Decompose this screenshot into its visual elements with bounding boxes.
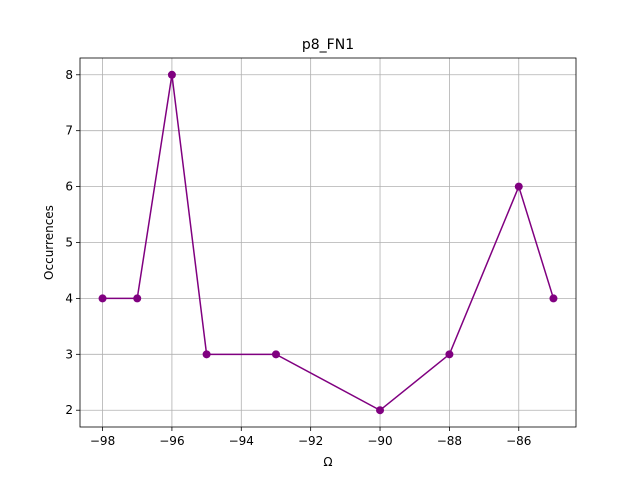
y-axis-label: Occurrences xyxy=(42,205,56,280)
data-point xyxy=(376,406,385,415)
x-tick-label: −86 xyxy=(506,434,531,448)
data-point xyxy=(445,350,454,359)
data-point xyxy=(133,294,142,303)
y-tick-label: 7 xyxy=(65,124,73,138)
y-tick-label: 3 xyxy=(65,347,73,361)
y-tick-label: 6 xyxy=(65,180,73,194)
x-tick-label: −98 xyxy=(90,434,115,448)
data-point xyxy=(514,182,523,191)
y-tick-label: 2 xyxy=(65,403,73,417)
axis-ticks: −98 −96 −94 −92 −90 −88 −86 2 3 4 5 6 7 8 xyxy=(65,68,531,448)
y-tick-label: 8 xyxy=(65,68,73,82)
x-tick-label: −96 xyxy=(159,434,184,448)
x-tick-label: −88 xyxy=(437,434,462,448)
x-tick-label: −94 xyxy=(229,434,254,448)
x-tick-label: −92 xyxy=(298,434,323,448)
y-tick-label: 4 xyxy=(65,291,73,305)
grid-lines xyxy=(80,58,576,427)
x-tick-label: −90 xyxy=(367,434,392,448)
data-point xyxy=(167,70,176,79)
data-point xyxy=(98,294,107,303)
data-point xyxy=(271,350,280,359)
y-tick-label: 5 xyxy=(65,236,73,250)
chart-title: p8_FN1 xyxy=(302,37,354,53)
data-point xyxy=(549,294,558,303)
data-point xyxy=(202,350,211,359)
x-axis-label: Ω xyxy=(323,455,332,469)
data-series xyxy=(98,70,558,415)
